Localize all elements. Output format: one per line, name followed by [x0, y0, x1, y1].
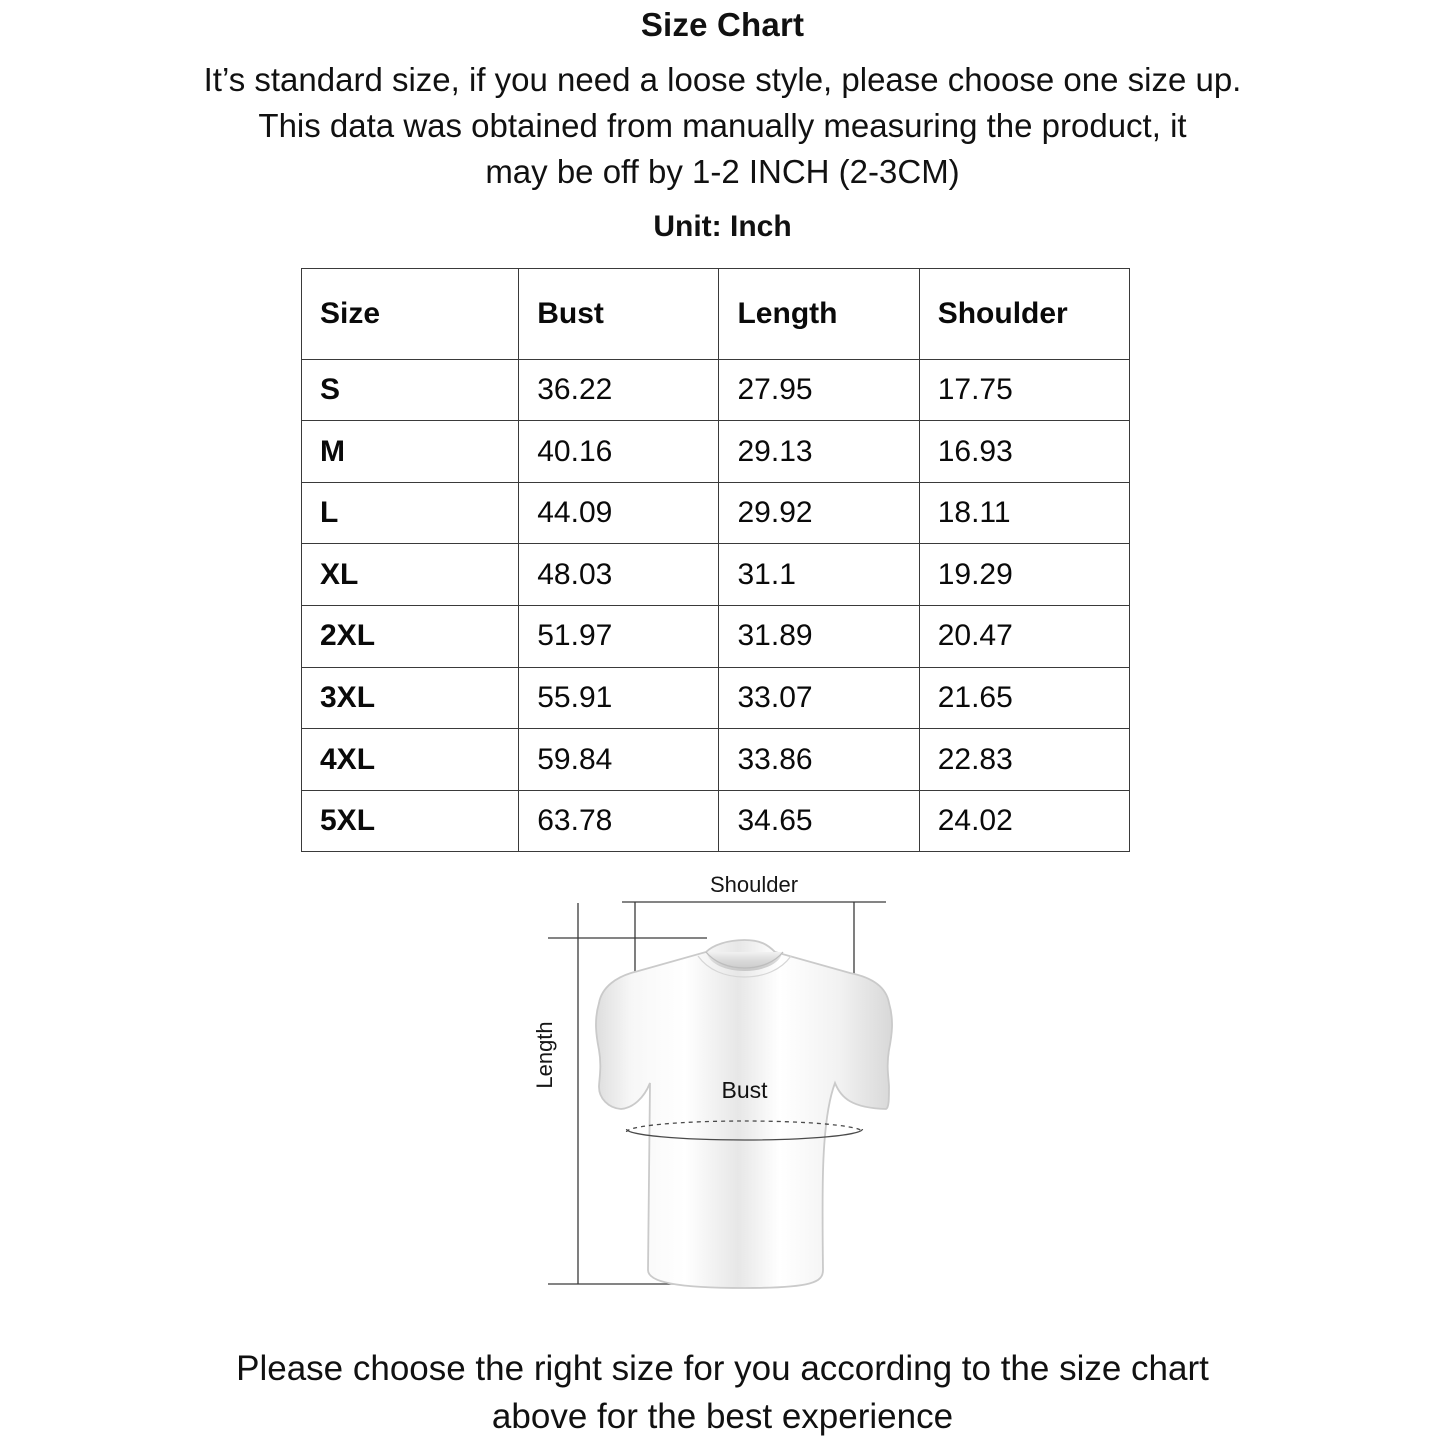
svg-text:Bust: Bust: [721, 1077, 768, 1103]
svg-text:Length: Length: [532, 1021, 557, 1088]
svg-text:Shoulder: Shoulder: [710, 872, 798, 897]
